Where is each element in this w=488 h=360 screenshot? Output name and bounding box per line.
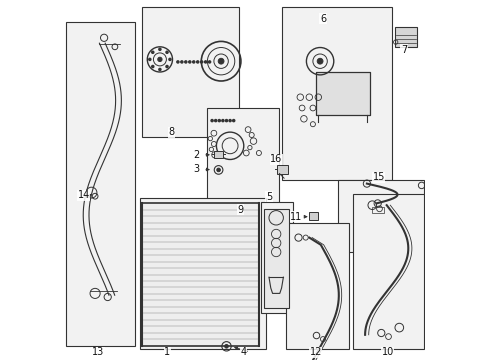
Bar — [263, 209, 288, 308]
Text: 2: 2 — [193, 150, 199, 160]
Bar — [140, 198, 265, 349]
Text: 16: 16 — [269, 154, 282, 164]
Circle shape — [317, 58, 322, 64]
Circle shape — [181, 61, 183, 63]
Bar — [394, 27, 416, 47]
Bar — [66, 22, 134, 346]
Circle shape — [148, 58, 151, 60]
Text: 9: 9 — [237, 204, 243, 215]
Circle shape — [232, 120, 234, 122]
Text: 4: 4 — [240, 347, 246, 357]
Text: 14: 14 — [77, 190, 89, 200]
Circle shape — [218, 58, 224, 64]
Text: 8: 8 — [168, 127, 175, 137]
Circle shape — [200, 61, 203, 63]
Circle shape — [211, 120, 213, 122]
Circle shape — [168, 58, 171, 60]
Bar — [337, 180, 423, 252]
Circle shape — [165, 66, 168, 68]
Circle shape — [204, 61, 206, 63]
Text: 10: 10 — [381, 347, 393, 357]
Circle shape — [159, 68, 161, 71]
Circle shape — [225, 120, 227, 122]
Bar — [371, 207, 384, 213]
Text: 1: 1 — [163, 347, 170, 357]
Bar — [276, 165, 287, 174]
Bar — [309, 212, 318, 220]
Circle shape — [228, 120, 231, 122]
Circle shape — [158, 57, 162, 62]
Circle shape — [222, 120, 224, 122]
Text: 13: 13 — [92, 347, 104, 357]
Circle shape — [159, 48, 161, 50]
Circle shape — [188, 61, 190, 63]
Circle shape — [177, 61, 179, 63]
Circle shape — [196, 61, 199, 63]
Bar — [316, 72, 370, 115]
Text: 3: 3 — [193, 164, 199, 174]
Circle shape — [208, 61, 210, 63]
Text: 12: 12 — [309, 347, 321, 357]
Bar — [282, 7, 391, 180]
Text: 11: 11 — [289, 212, 302, 222]
Circle shape — [192, 61, 194, 63]
Bar — [213, 151, 223, 158]
Circle shape — [151, 66, 154, 68]
Circle shape — [165, 51, 168, 53]
Text: 6: 6 — [319, 14, 325, 24]
Circle shape — [214, 120, 216, 122]
Text: 5: 5 — [265, 192, 271, 202]
Bar — [260, 202, 292, 313]
Circle shape — [224, 345, 228, 348]
Bar — [142, 203, 258, 346]
Bar — [206, 108, 278, 209]
Text: 15: 15 — [372, 172, 384, 182]
Circle shape — [216, 168, 220, 172]
Bar — [352, 194, 423, 349]
Bar — [285, 223, 348, 349]
Text: 7: 7 — [400, 45, 407, 55]
Circle shape — [184, 61, 186, 63]
Bar — [142, 7, 239, 137]
Circle shape — [218, 120, 220, 122]
Circle shape — [151, 51, 154, 53]
